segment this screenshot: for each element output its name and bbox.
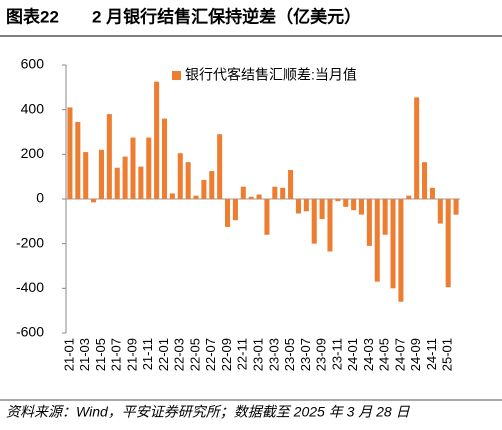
bar: [75, 121, 81, 199]
bar: [130, 137, 136, 199]
bar: [280, 187, 286, 199]
bar: [264, 199, 270, 235]
x-tick-label: 24-05: [377, 338, 392, 371]
y-tick-label: -600: [16, 324, 44, 340]
x-tick-label: 22-01: [156, 338, 171, 371]
bar: [67, 107, 73, 199]
x-tick-label: 24-07: [392, 338, 407, 371]
bar: [414, 97, 420, 199]
bar: [169, 193, 175, 199]
figure-label: 图表22: [6, 6, 59, 26]
y-tick-label: -400: [16, 279, 44, 295]
bar: [193, 195, 199, 199]
bar: [366, 199, 372, 246]
bar: [445, 199, 451, 288]
x-tick-label: 23-05: [282, 338, 297, 371]
x-tick-label: 21-07: [109, 338, 124, 371]
bar: [232, 199, 238, 221]
bar: [343, 199, 349, 207]
legend-label: 银行代客结售汇顺差:当月值: [185, 67, 357, 83]
bar: [177, 153, 183, 199]
bar: [201, 180, 207, 199]
chart-title: 2 月银行结售汇保持逆差（亿美元）: [92, 6, 361, 26]
bar: [272, 186, 278, 199]
bar: [303, 199, 309, 212]
bar: [437, 199, 443, 224]
bar: [358, 199, 365, 215]
bar: [453, 199, 459, 215]
x-tick-label: 21-03: [77, 338, 92, 371]
y-tick-label: 400: [21, 100, 45, 116]
bar: [429, 187, 435, 199]
y-tick-label: -200: [16, 234, 44, 250]
bar: [327, 199, 333, 252]
x-tick-label: 23-03: [266, 338, 281, 371]
x-tick-label: 22-11: [235, 338, 250, 370]
bar: [295, 199, 301, 214]
x-tick-label: 21-05: [93, 338, 108, 371]
bar: [390, 199, 396, 289]
bar: [319, 199, 325, 220]
bar: [91, 199, 97, 203]
bar: [154, 81, 160, 199]
x-tick-label: 24-01: [345, 338, 360, 371]
x-tick-label: 22-05: [187, 338, 202, 371]
bar: [288, 169, 294, 199]
x-tick-label: 23-09: [314, 338, 329, 371]
y-tick-label: 200: [21, 145, 45, 161]
x-tick-label: 22-09: [219, 338, 234, 371]
bar: [351, 199, 357, 211]
x-tick-label: 23-01: [250, 338, 265, 371]
bar: [248, 196, 254, 199]
x-tick-label: 23-07: [298, 338, 313, 371]
x-tick-label: 21-01: [61, 338, 76, 371]
bar: [335, 199, 341, 202]
bar: [83, 152, 89, 199]
bar: [406, 195, 412, 199]
bar: [422, 162, 428, 199]
bar: [185, 162, 191, 199]
bar: [374, 199, 380, 282]
bar: [106, 114, 112, 199]
bar: [225, 199, 231, 227]
legend-swatch: [172, 71, 181, 80]
bar: [161, 118, 168, 199]
y-tick-label: 600: [21, 56, 45, 72]
x-tick-label: 22-03: [172, 338, 187, 371]
x-tick-label: 21-09: [124, 338, 139, 371]
bar: [217, 134, 223, 199]
bar: [138, 166, 144, 199]
bar: [98, 149, 104, 199]
bar: [398, 199, 404, 302]
x-tick-label: 24-03: [361, 338, 376, 371]
x-tick-label: 23-11: [329, 338, 344, 370]
bar: [114, 167, 120, 199]
bar: [209, 171, 215, 199]
source-note: 资料来源：Wind，平安证券研究所；数据截至 2025 年 3 月 28 日: [6, 404, 411, 420]
bar: [256, 194, 262, 199]
bar: [240, 186, 246, 199]
bar: [382, 199, 388, 235]
x-tick-label: 21-11: [140, 338, 155, 370]
y-tick-label: 0: [36, 190, 44, 206]
x-tick-label: 24-11: [424, 338, 439, 370]
bar: [146, 137, 152, 199]
bar: [122, 156, 128, 199]
bar: [311, 199, 317, 244]
x-tick-label: 25-01: [440, 338, 455, 371]
x-tick-label: 22-07: [203, 338, 218, 371]
x-tick-label: 24-09: [408, 338, 423, 371]
